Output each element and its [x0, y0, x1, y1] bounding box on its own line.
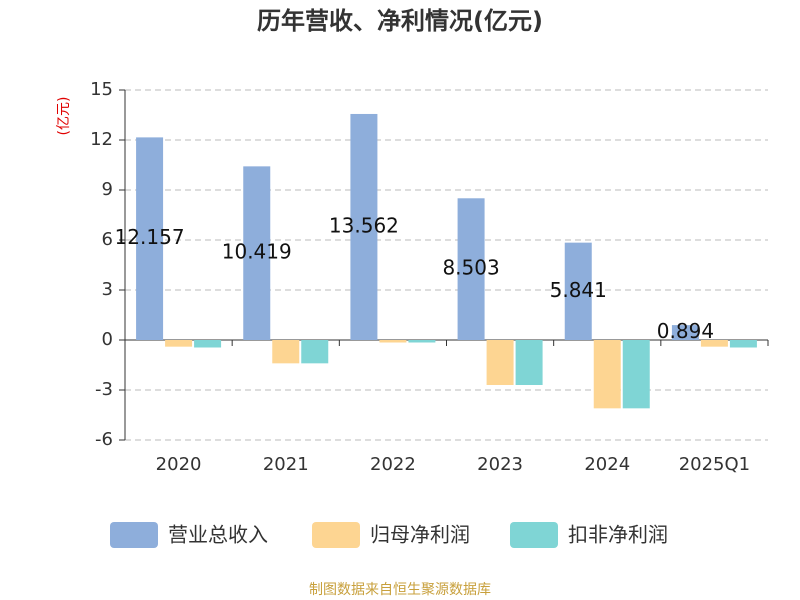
- bar: [564, 242, 592, 340]
- bar: [593, 340, 621, 409]
- data-label: 8.503: [442, 256, 499, 280]
- data-label: 12.157: [115, 225, 185, 249]
- x-tick-label: 2020: [156, 454, 202, 475]
- bar: [700, 340, 728, 347]
- y-tick-label: 15: [90, 79, 113, 100]
- bar: [272, 340, 300, 364]
- y-tick-label: 0: [102, 329, 113, 350]
- source-note: 制图数据来自恒生聚源数据库: [309, 582, 491, 598]
- bar: [194, 340, 222, 348]
- legend-swatch: [312, 522, 360, 548]
- x-tick-label: 2025Q1: [679, 454, 750, 475]
- legend-swatch: [110, 522, 158, 548]
- bar: [136, 137, 164, 340]
- bar: [301, 340, 329, 364]
- legend-label: 扣非净利润: [568, 523, 668, 547]
- bar: [622, 340, 650, 409]
- bar: [457, 198, 485, 340]
- bar: [165, 340, 193, 347]
- legend-swatch: [510, 522, 558, 548]
- bar: [515, 340, 543, 385]
- bar: [243, 166, 271, 340]
- x-tick-label: 2022: [370, 454, 416, 475]
- bar: [671, 325, 699, 340]
- bar: [486, 340, 514, 385]
- y-tick-label: 12: [90, 129, 113, 150]
- y-tick-label: -3: [95, 379, 113, 400]
- data-label: 10.419: [222, 240, 292, 264]
- y-tick-label: -6: [95, 429, 113, 450]
- y-tick-label: 6: [102, 229, 113, 250]
- bar: [379, 340, 407, 343]
- x-tick-label: 2021: [263, 454, 309, 475]
- bar: [350, 113, 378, 340]
- data-label: 0.894: [657, 319, 714, 343]
- y-axis-label: (亿元): [56, 97, 72, 136]
- legend-label: 归母净利润: [370, 523, 470, 547]
- bar: [408, 340, 436, 343]
- y-tick-label: 3: [102, 279, 113, 300]
- x-tick-label: 2023: [477, 454, 523, 475]
- data-label: 13.562: [329, 213, 399, 237]
- data-label: 5.841: [550, 278, 607, 302]
- x-tick-label: 2024: [584, 454, 630, 475]
- y-tick-label: 9: [102, 179, 113, 200]
- legend-label: 营业总收入: [168, 523, 268, 547]
- chart-title: 历年营收、净利情况(亿元): [257, 7, 543, 35]
- bar: [729, 340, 757, 348]
